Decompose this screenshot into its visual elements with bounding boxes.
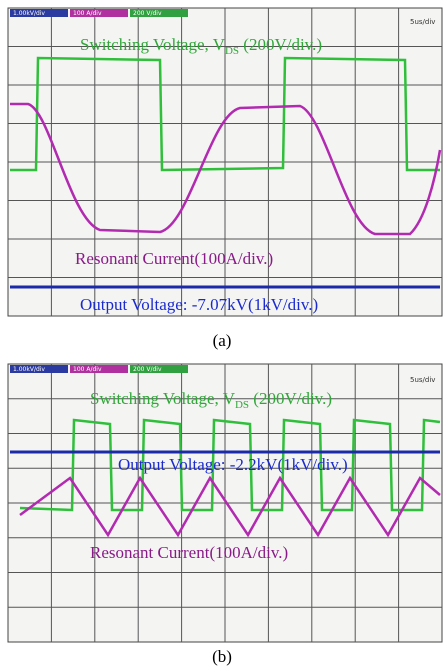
label-subscript: DS <box>235 399 249 411</box>
timebase: 5us/div <box>410 18 435 26</box>
output-label: Output Voltage: -7.07kV(1kV/div.) <box>80 295 318 314</box>
caption: (a) <box>213 331 232 350</box>
label-suffix: (200V/div.) <box>239 35 322 54</box>
label-text: Switching Voltage, V <box>90 389 236 408</box>
current-label: Resonant Current(100A/div.) <box>90 543 288 562</box>
scope-panel-a: 1.00kV/div 100 A/div 200 V/div 5us/div S… <box>8 8 442 316</box>
scope-panel-b: 1.00kV/div 100 A/div 200 V/div 5us/div S… <box>8 364 442 642</box>
output-label: Output Voltage: -2.2kV(1kV/div.) <box>118 455 348 474</box>
timebase: 5us/div <box>410 376 435 384</box>
label-subscript: DS <box>225 45 239 57</box>
current-label: Resonant Current(100A/div.) <box>75 249 273 268</box>
tab-label: 1.00kV/div <box>13 366 45 373</box>
figure: 1.00kV/div 100 A/div 200 V/div 5us/div S… <box>0 0 444 672</box>
tab-label: 1.00kV/div <box>13 10 45 17</box>
label-text: Switching Voltage, V <box>80 35 226 54</box>
tab-label: 100 A/div <box>73 10 102 17</box>
label-suffix: (200V/div.) <box>249 389 332 408</box>
switching-label: Switching Voltage, VDS (200V/div.) <box>90 389 332 411</box>
caption: (b) <box>212 647 232 666</box>
tab-label: 200 V/div <box>133 10 162 17</box>
tab-label: 200 V/div <box>133 366 162 373</box>
switching-label: Switching Voltage, VDS (200V/div.) <box>80 35 322 57</box>
tab-label: 100 A/div <box>73 366 102 373</box>
